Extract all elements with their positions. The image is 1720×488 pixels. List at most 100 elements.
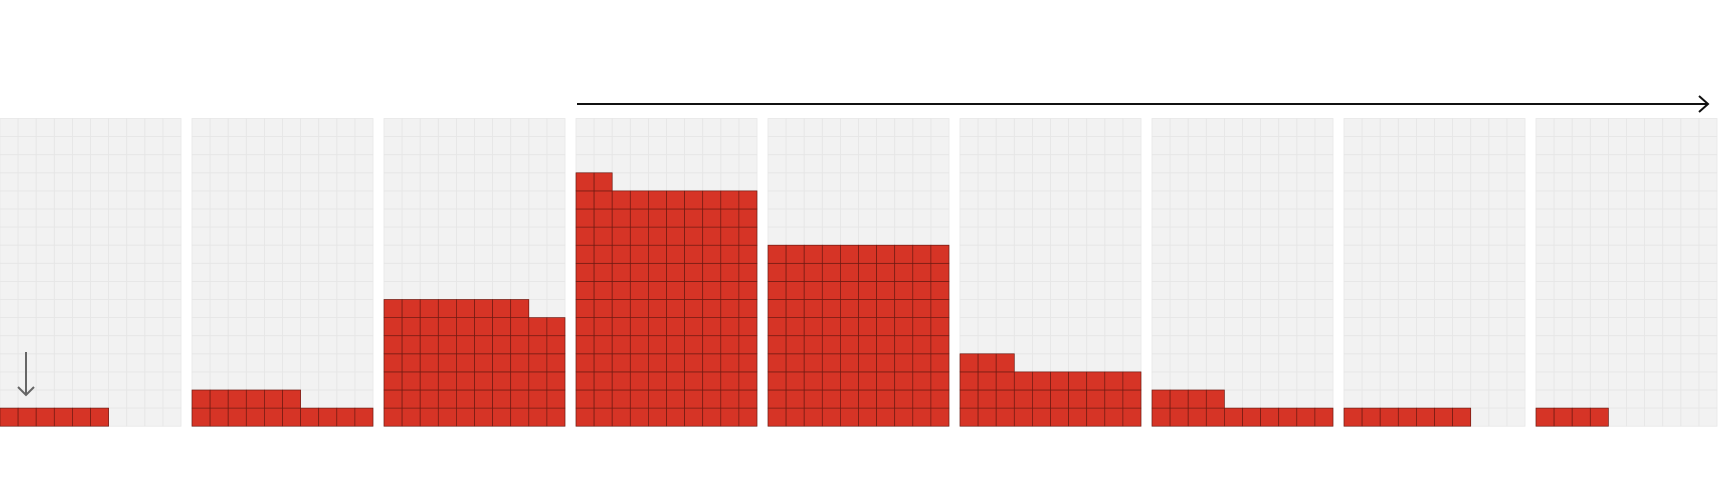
cell [738,407,758,427]
cell [1535,407,1555,427]
cell [611,190,631,210]
cell [738,281,758,300]
cell [1068,389,1088,409]
cell [702,226,722,246]
cell [1260,407,1280,427]
cell [528,371,548,391]
cell [720,353,740,373]
cell [0,407,19,427]
filled-cells [959,353,1142,427]
cell [648,244,667,264]
cell [492,371,512,391]
cell [611,208,631,228]
cell [575,299,595,318]
waffle-panel [767,118,950,427]
cell [1104,371,1124,391]
cell [876,299,896,318]
cell [840,262,859,282]
cell [1571,407,1591,427]
cell [858,299,877,318]
cell [1050,389,1069,409]
cell [575,317,595,337]
cell [419,371,439,391]
cell [977,353,997,373]
cell [684,407,704,427]
cell [629,208,649,228]
cell [575,262,595,282]
cell [977,371,997,391]
cell [666,353,685,373]
cell [546,371,566,391]
cell [738,317,758,337]
cell [575,226,595,246]
cell [1169,389,1189,409]
cell [702,407,722,427]
cell [684,335,704,355]
cell [593,281,613,300]
cell [456,371,475,391]
cell [575,353,595,373]
cell [803,389,823,409]
cell [1452,407,1472,427]
cell [336,407,356,427]
cell [1553,407,1573,427]
cell [738,335,758,355]
cell [767,281,787,300]
cell [803,335,823,355]
panels [0,118,1718,427]
cell [767,407,787,427]
cell [858,244,877,264]
cell [611,299,631,318]
cell [767,317,787,337]
cell [840,407,859,427]
cell [720,226,740,246]
cell [593,244,613,264]
cell [401,407,421,427]
cell [720,317,740,337]
cell [684,244,704,264]
cell [702,208,722,228]
cell [930,262,950,282]
cell [1032,371,1051,391]
cell [959,407,979,427]
waffle-panel [575,118,758,427]
cell [383,317,403,337]
cell [474,389,493,409]
cell [437,299,457,318]
filled-cells [383,299,566,427]
cell [785,407,805,427]
cell [785,389,805,409]
cell [894,407,914,427]
cell [575,389,595,409]
cell [648,190,667,210]
cell [401,317,421,337]
cell [858,353,877,373]
cell [738,262,758,282]
cell [1086,407,1106,427]
cell [666,299,685,318]
cell [720,281,740,300]
cell [930,353,950,373]
cell [666,371,685,391]
cell [191,407,211,427]
cell [419,353,439,373]
cell [1104,407,1124,427]
cell [593,299,613,318]
cell [702,299,722,318]
cell [1068,407,1088,427]
cell [354,407,374,427]
cell [666,335,685,355]
cell [437,353,457,373]
waffle-panel [383,118,566,427]
cell [959,353,979,373]
cell [383,335,403,355]
cell [648,389,667,409]
cell [492,335,512,355]
cell [930,407,950,427]
cell [528,353,548,373]
cell [738,190,758,210]
cell [767,335,787,355]
cell [785,371,805,391]
cell [785,317,805,337]
cell [510,299,530,318]
